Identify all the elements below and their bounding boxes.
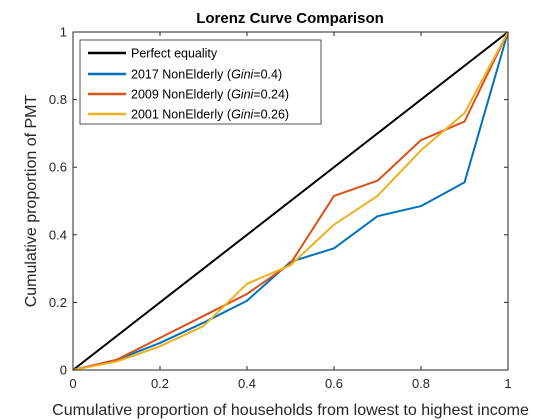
x-axis-title: Cumulative proportion of households from… [52, 402, 529, 419]
y-tick-label: 1 [60, 25, 67, 40]
x-axis-ticks: 0 0.2 0.4 0.6 0.8 1 [69, 32, 512, 391]
y-tick-label: 0.6 [49, 160, 67, 175]
y-axis-title: Cumulative proportion of PMT [23, 95, 40, 308]
chart-title: Lorenz Curve Comparison [196, 10, 384, 27]
y-axis-ticks: 0 0.2 0.4 0.6 0.8 1 [49, 25, 508, 378]
x-tick-label: 0 [69, 376, 76, 391]
y-tick-label: 0.4 [49, 227, 67, 242]
series-line-2 [72, 31, 509, 371]
y-tick-label: 0 [60, 363, 67, 378]
series-line-3 [72, 31, 509, 371]
y-tick-label: 0.2 [49, 295, 67, 310]
legend-label-2: 2009 NonElderly (Gini=0.24) [131, 88, 289, 102]
x-tick-label: 1 [504, 376, 511, 391]
series-line-0 [72, 31, 509, 371]
x-tick-label: 0.6 [325, 376, 343, 391]
legend-label-0: Perfect equality [131, 47, 218, 61]
legend-label-1: 2017 NonElderly (Gini=0.4) [131, 68, 282, 82]
axes-box [72, 31, 509, 371]
axes-frame [72, 31, 509, 371]
y-tick-label: 0.8 [49, 92, 67, 107]
series-lines [72, 31, 509, 371]
x-tick-label: 0.2 [151, 376, 169, 391]
legend: Perfect equality 2017 NonElderly (Gini=0.… [79, 39, 322, 125]
x-tick-label: 0.8 [412, 376, 430, 391]
x-tick-label: 0.4 [238, 376, 256, 391]
legend-label-3: 2001 NonElderly (Gini=0.26) [131, 108, 289, 122]
legend-items: Perfect equality 2017 NonElderly (Gini=0.… [88, 47, 289, 122]
